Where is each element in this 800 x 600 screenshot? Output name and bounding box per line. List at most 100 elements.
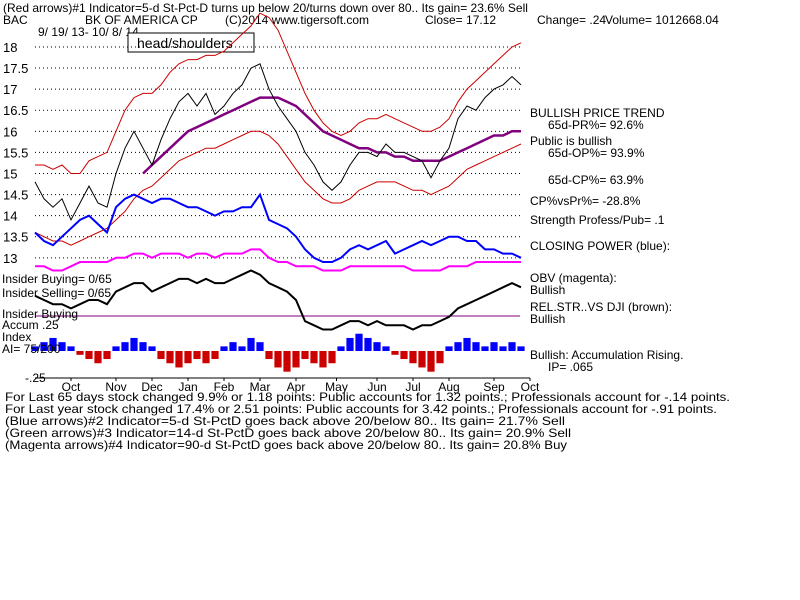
accumulation-bar [148,346,156,351]
accumulation-bar [157,351,165,360]
y-tick-label: 15 [3,166,17,181]
accumulation-bar [328,351,336,364]
y-tick-label: 16.5 [3,103,28,118]
left-label: Insider Buying= 0/65 [2,272,112,286]
footer-line: (Green arrows)#3 Indicator=14-d St-PctD … [5,426,571,440]
left-label: Insider Buying [2,307,78,321]
accumulation-bar [382,346,390,351]
accumulation-bar [355,333,363,351]
right-label: Public is bullish [530,134,612,148]
accumulation-bar [283,351,291,372]
x-tick-label: Oct [521,380,540,394]
y-tick-label: 18 [3,40,17,55]
x-tick-label: Jul [405,380,420,394]
accumulation-bar [238,346,246,351]
accumulation-bar [76,351,84,355]
accumulation-bar [175,351,183,368]
accumulation-bar [364,337,372,351]
accumulation-bar [130,337,138,351]
series-line [35,12,522,174]
accumulation-bar [445,346,453,351]
accumulation-bar [427,351,435,372]
accumulation-bar [184,351,192,364]
accumulation-bar [463,337,471,351]
right-label: CLOSING POWER (blue): [530,239,670,253]
accumulation-bar [256,342,264,351]
source: (C)2014 www.tigersoft.com [225,13,369,27]
x-tick-label: Apr [287,380,306,394]
x-tick-label: Oct [62,380,81,394]
series-line [34,130,522,246]
accumulation-bar [202,351,210,364]
left-label: Index [2,330,31,344]
accumulation-bar [337,346,345,351]
right-label: Bullish: Accumulation Rising. [530,348,683,362]
left-label: Accum .25 [2,318,59,332]
right-label: BULLISH PRICE TREND [530,106,665,120]
right-label: Bullish [530,283,565,297]
close: Close= 17.12 [425,13,496,27]
accumulation-bar [67,346,75,351]
accumulation-bar [229,342,237,351]
x-tick-label: Aug [438,380,459,394]
pattern-label: head/shoulders [137,35,233,51]
accumulation-bar [94,351,102,364]
right-label: 65d-CP%= 63.9% [548,173,644,187]
accumulation-bar [265,351,273,360]
right-label: REL.STR..VS DJI (brown): [530,300,672,314]
footer-line: (Magenta arrows)#4 Indicator=90-d St-Pct… [5,438,567,452]
accumulation-bar [454,342,462,351]
series-line [34,192,522,263]
accumulation-bar [472,342,480,351]
accumulation-bar [40,342,48,351]
x-tick-label: Dec [141,380,162,394]
accumulation-bar [373,342,381,351]
x-tick-label: Jun [367,380,386,394]
accumulation-bar [247,337,255,351]
accumulation-bar [292,351,300,368]
left-label: Insider Selling= 0/65 [2,286,111,300]
right-label: Strength Profess/Pub= .1 [530,213,665,227]
x-tick-label: Sep [483,380,505,394]
y-tick-label: 13 [3,251,17,266]
series-line [142,96,521,175]
accumulation-bar [166,351,174,364]
accumulation-bar [391,351,399,355]
accumulation-bar [193,351,201,360]
footer-line: (Blue arrows)#2 Indicator=5-d St-PctD go… [5,414,565,428]
right-label: Bullish [530,312,565,326]
accumulation-bar [301,351,309,360]
right-label: CP%vsPr%= -28.8% [530,194,641,208]
series-line [35,248,521,272]
accumulation-bar [31,346,39,351]
accumulation-bar [58,342,66,351]
y-tick-label: 13.5 [3,230,28,245]
chart-title: (Red arrows)#1 Indicator=5-d St-Pct-D tu… [3,1,528,15]
left-label: -.25 [25,371,46,385]
accumulation-bar [436,351,444,364]
right-label: 65d-PR%= 92.6% [548,118,644,132]
right-label: IP= .065 [548,360,593,374]
series-line [34,63,522,222]
x-tick-label: Feb [214,380,235,394]
accumulation-bar [319,351,327,368]
x-tick-label: May [325,380,348,394]
accumulation-bar [103,351,111,360]
accumulation-bar [274,351,282,368]
y-tick-label: 14.5 [3,188,28,203]
company: BK OF AMERICA CP [85,13,198,27]
accumulation-bar [121,342,129,351]
right-label: OBV (magenta): [530,271,617,285]
x-tick-label: Mar [250,380,271,394]
accumulation-bar [400,351,408,360]
accumulation-bar [85,351,93,360]
accumulation-bar [481,346,489,351]
date-range: 9/ 19/ 13- 10/ 8/ 14 [38,25,139,39]
accumulation-bar [112,346,120,351]
change: Change= .24 [537,13,606,27]
y-tick-label: 14 [3,209,17,224]
accumulation-bar [409,351,417,364]
accumulation-bar [49,337,57,351]
accumulation-bar [499,346,507,351]
accumulation-bar [211,351,219,360]
